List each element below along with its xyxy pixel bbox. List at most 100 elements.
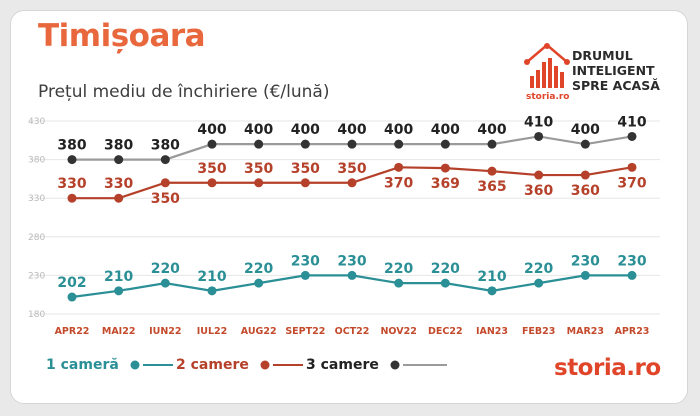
data-point-3-camere	[627, 131, 637, 141]
chart-subtitle: Prețul mediu de închiriere (€/lună)	[38, 82, 330, 102]
data-label-2-camere: 350	[197, 161, 226, 177]
data-label-1-camera: 220	[151, 261, 180, 277]
y-tick-label: 380	[28, 156, 45, 166]
data-label-1-camera: 230	[291, 253, 320, 269]
data-point-2-camere	[627, 162, 637, 172]
data-label-1-camera: 210	[477, 269, 506, 285]
data-label-2-camere: 370	[617, 175, 646, 191]
data-point-3-camere	[440, 139, 450, 149]
data-label-2-camere: 370	[384, 175, 413, 191]
x-tick-label: IUL22	[197, 326, 228, 337]
data-label-3-camere: 400	[431, 122, 460, 138]
data-point-3-camere	[534, 131, 544, 141]
data-point-3-camere	[67, 155, 77, 165]
y-tick-label: 280	[28, 233, 45, 243]
data-point-1-camera	[627, 270, 637, 280]
slogan-line: DRUMUL	[572, 48, 633, 63]
data-point-1-camera	[254, 278, 264, 288]
slogan-line: INTELIGENT	[572, 63, 655, 78]
data-point-2-camere	[347, 178, 357, 188]
data-point-2-camere	[67, 193, 77, 203]
data-point-2-camere	[254, 178, 264, 188]
x-tick-label: APR23	[615, 326, 650, 337]
x-tick-label: NOV22	[380, 326, 416, 337]
data-point-2-camere	[207, 178, 217, 188]
slogan-line: SPRE ACASĂ	[572, 78, 660, 93]
y-tick-label: 430	[28, 117, 45, 127]
data-label-3-camere: 380	[57, 138, 86, 154]
data-label-3-camere: 410	[617, 114, 646, 130]
data-label-3-camere: 400	[291, 122, 320, 138]
data-point-2-camere	[580, 170, 590, 180]
x-tick-label: DEC22	[428, 326, 463, 337]
data-point-1-camera	[160, 278, 170, 288]
legend-swatch-red-icon	[260, 360, 303, 370]
data-point-3-camere	[580, 139, 590, 149]
data-label-3-camere: 400	[571, 122, 600, 138]
data-label-1-camera: 210	[197, 269, 226, 285]
brand-logo-small: storia.ro	[526, 92, 570, 102]
data-label-2-camere: 350	[291, 161, 320, 177]
storia-house-logo-icon	[524, 43, 570, 88]
data-label-1-camera: 220	[431, 261, 460, 277]
data-point-2-camere	[160, 178, 170, 188]
page-title: Timișoara	[38, 18, 206, 54]
data-point-3-camere	[300, 139, 310, 149]
data-label-1-camera: 220	[524, 261, 553, 277]
data-point-1-camera	[487, 286, 497, 296]
data-label-3-camere: 410	[524, 114, 553, 130]
data-label-2-camere: 365	[477, 179, 506, 195]
x-tick-label: FEB23	[522, 326, 555, 337]
data-label-2-camere: 350	[151, 191, 180, 207]
data-label-2-camere: 369	[431, 176, 460, 192]
data-label-1-camera: 230	[617, 253, 646, 269]
data-label-3-camere: 400	[384, 122, 413, 138]
x-tick-label: MAI22	[102, 326, 136, 337]
x-tick-label: SEPT22	[285, 326, 325, 337]
legend-item-3-camere: 3 camere	[306, 357, 449, 373]
data-label-3-camere: 400	[244, 122, 273, 138]
data-point-3-camere	[160, 155, 170, 165]
data-point-3-camere	[254, 139, 264, 149]
data-point-3-camere	[394, 139, 404, 149]
data-point-1-camera	[300, 270, 310, 280]
data-point-3-camere	[114, 155, 124, 165]
data-point-1-camera	[394, 278, 404, 288]
legend-item-2-camere: 2 camere	[176, 357, 305, 373]
legend-swatch-gray-icon	[390, 360, 447, 370]
data-point-1-camera	[534, 278, 544, 288]
data-label-1-camera: 230	[337, 253, 366, 269]
data-label-1-camera: 230	[571, 253, 600, 269]
legend-item-1-camera: 1 cameră	[46, 357, 175, 373]
x-tick-label: IAN23	[476, 326, 508, 337]
x-tick-label: AUG22	[241, 326, 277, 337]
y-tick-label: 180	[28, 310, 45, 320]
data-point-1-camera	[114, 286, 124, 296]
x-tick-label: MAR23	[567, 326, 604, 337]
data-label-3-camere: 380	[151, 138, 180, 154]
data-label-1-camera: 220	[244, 261, 273, 277]
data-point-2-camere	[394, 162, 404, 172]
legend-label: 2 camere	[176, 357, 249, 373]
x-tick-label: IUN22	[149, 326, 181, 337]
data-label-2-camere: 350	[244, 161, 273, 177]
data-point-3-camere	[347, 139, 357, 149]
data-label-1-camera: 202	[57, 275, 86, 291]
data-label-1-camera: 210	[104, 269, 133, 285]
legend-swatch-teal-icon	[130, 360, 173, 370]
x-tick-label: OCT22	[335, 326, 370, 337]
x-tick-label: APR22	[55, 326, 90, 337]
data-point-2-camere	[300, 178, 310, 188]
legend-label: 3 camere	[306, 357, 379, 373]
data-point-3-camere	[207, 139, 217, 149]
data-label-2-camere: 330	[57, 176, 86, 192]
data-point-1-camera	[207, 286, 217, 296]
data-point-1-camera	[580, 270, 590, 280]
data-point-1-camera	[347, 270, 357, 280]
data-point-2-camere	[440, 163, 450, 173]
data-point-2-camere	[534, 170, 544, 180]
data-point-2-camere	[114, 193, 124, 203]
storia-footer-logo: storia.ro	[554, 355, 661, 381]
data-point-1-camera	[67, 292, 77, 302]
